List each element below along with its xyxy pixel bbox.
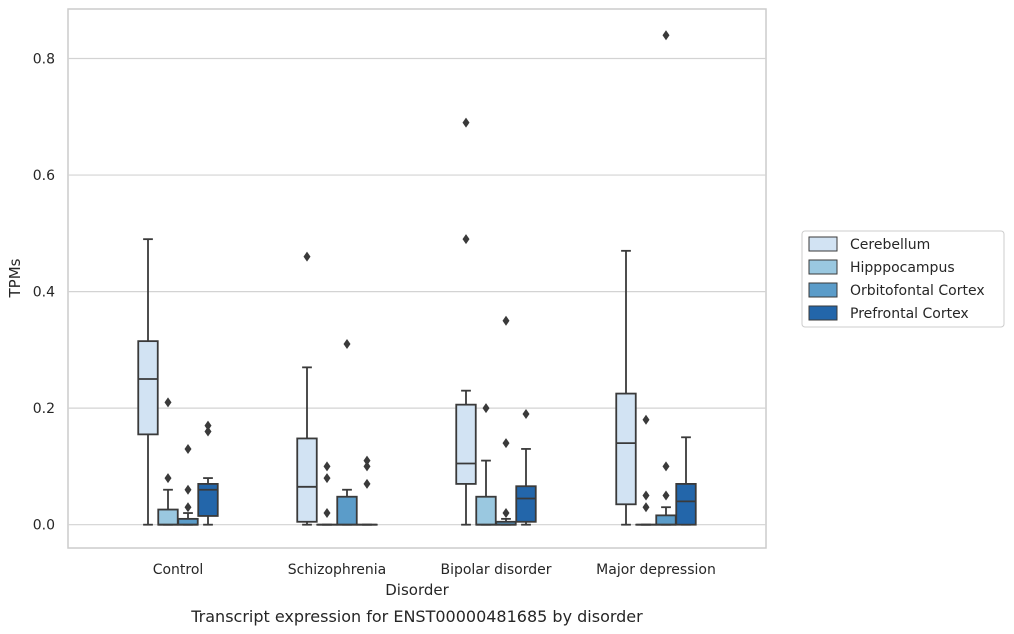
outlier-point — [502, 315, 510, 326]
box-orbitofontal-cortex — [495, 315, 517, 526]
iqr-box — [515, 485, 537, 523]
outlier-point — [363, 455, 371, 466]
outlier-point — [522, 408, 530, 419]
outlier-point — [343, 339, 351, 350]
outlier-point — [184, 502, 192, 513]
iqr-box — [475, 495, 497, 526]
y-tick-label: 0.6 — [33, 168, 55, 184]
outlier-point — [642, 502, 650, 513]
box-orbitofontal-cortex — [655, 30, 677, 526]
outlier-point — [642, 414, 650, 425]
y-tick-label: 0.0 — [33, 518, 55, 534]
legend-items: Cerebellum Hipppocampus Orbitofontal Corte… — [808, 236, 985, 322]
legend-label: Cerebellum — [850, 237, 930, 253]
outlier-point — [662, 490, 670, 501]
chart-caption: Transcript expression for ENST0000048168… — [190, 607, 643, 626]
outlier-point — [363, 478, 371, 489]
x-tick-label: Bipolar disorder — [440, 562, 551, 578]
box-orbitofontal-cortex — [336, 339, 358, 526]
box-hipppocampus — [157, 397, 179, 526]
legend-label: Prefrontal Cortex — [850, 306, 969, 322]
outlier-point — [184, 484, 192, 495]
y-axis-label: TPMs — [6, 258, 24, 298]
outlier-point — [303, 251, 311, 262]
box-hipppocampus — [316, 461, 338, 526]
outlier-point — [204, 420, 212, 431]
box-cerebellum — [615, 249, 637, 526]
legend: Cerebellum Hipppocampus Orbitofontal Corte… — [801, 230, 1005, 328]
box-series — [137, 30, 697, 526]
iqr-box — [157, 508, 179, 526]
box-cerebellum — [137, 238, 159, 526]
box-prefrontal-cortex — [197, 420, 219, 526]
outlier-point — [164, 397, 172, 408]
outlier-point — [662, 30, 670, 41]
y-tick-label: 0.8 — [33, 52, 55, 68]
iqr-box — [615, 392, 637, 506]
x-tick-label: Control — [153, 562, 204, 578]
x-tick-label: Schizophrenia — [288, 562, 386, 578]
box-prefrontal-cortex — [356, 455, 378, 526]
iqr-box — [655, 514, 677, 526]
iqr-box — [455, 403, 477, 485]
outlier-point — [662, 461, 670, 472]
x-tick-labels: Control Schizophrenia Bipolar disorder Majo… — [153, 562, 716, 578]
y-tick-label: 0.4 — [33, 285, 55, 301]
legend-swatch — [808, 305, 838, 321]
outlier-point — [204, 426, 212, 437]
legend-label: Hipppocampus — [850, 260, 955, 276]
iqr-box — [197, 483, 219, 517]
box-hipppocampus — [475, 403, 497, 526]
legend-label: Orbitofontal Cortex — [850, 283, 985, 299]
y-tick-label: 0.2 — [33, 401, 55, 417]
box-cerebellum — [296, 251, 318, 526]
x-axis-label: Disorder — [385, 581, 449, 599]
outlier-point — [164, 473, 172, 484]
iqr-box — [675, 483, 697, 526]
box-orbitofontal-cortex — [177, 443, 199, 526]
outlier-point — [323, 461, 331, 472]
outlier-point — [642, 490, 650, 501]
outlier-point — [502, 438, 510, 449]
box-cerebellum — [455, 117, 477, 526]
legend-swatch — [808, 259, 838, 275]
outlier-point — [323, 473, 331, 484]
box-prefrontal-cortex — [675, 436, 697, 526]
outlier-point — [323, 508, 331, 519]
outlier-point — [482, 403, 490, 414]
legend-frame — [801, 230, 1005, 328]
legend-swatch — [808, 236, 838, 252]
iqr-box — [336, 495, 358, 526]
outlier-point — [462, 234, 470, 245]
outlier-point — [184, 443, 192, 454]
legend-swatch — [808, 282, 838, 298]
outlier-point — [502, 508, 510, 519]
iqr-box — [296, 437, 318, 523]
outlier-point — [462, 117, 470, 128]
box-hipppocampus — [635, 414, 657, 526]
x-tick-label: Major depression — [596, 562, 716, 578]
box-prefrontal-cortex — [515, 408, 537, 526]
iqr-box — [137, 340, 159, 436]
y-tick-labels: 0.0 0.2 0.4 0.6 0.8 — [33, 52, 55, 534]
outlier-point — [363, 461, 371, 472]
plot-area — [67, 8, 767, 549]
